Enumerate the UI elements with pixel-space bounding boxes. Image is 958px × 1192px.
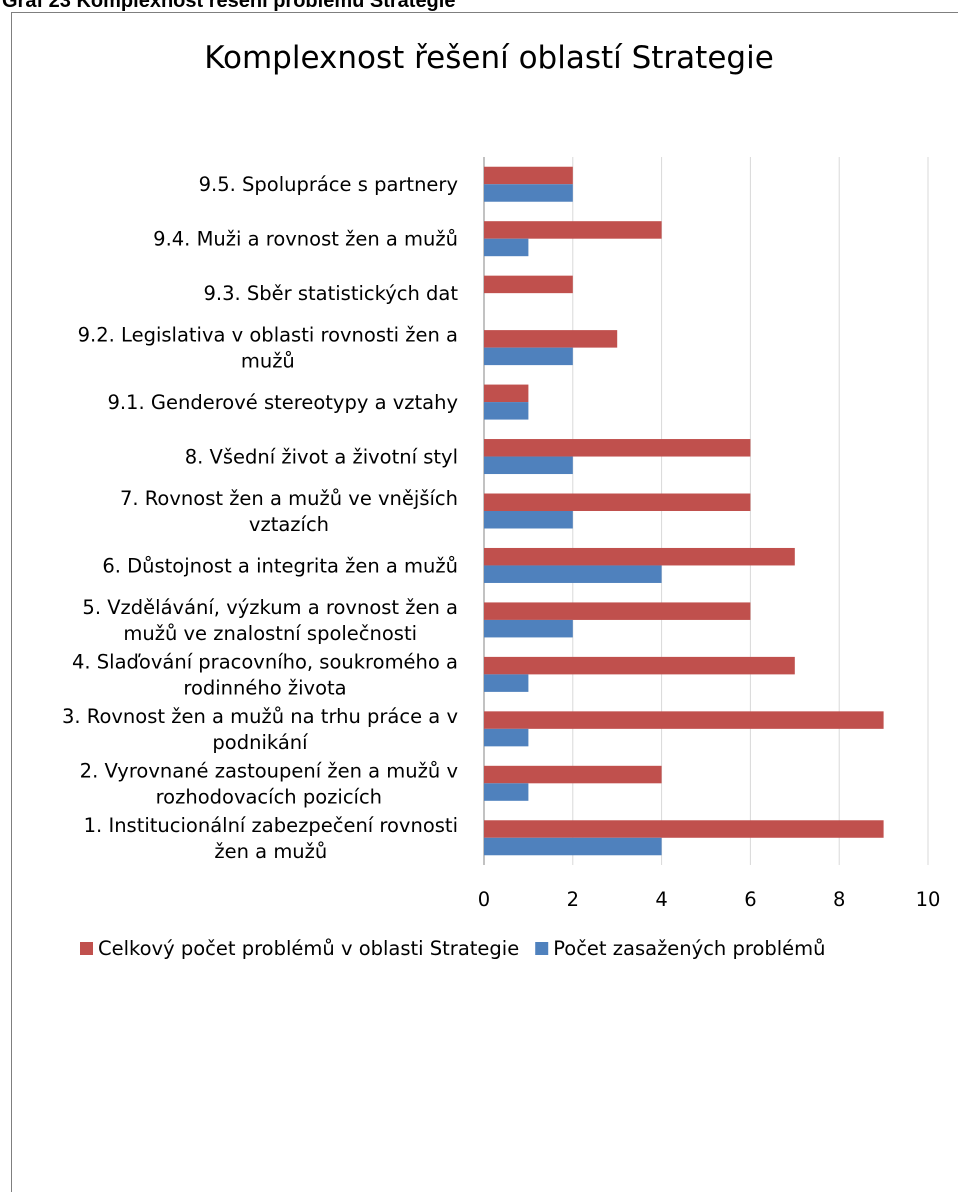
bar-total-problems [484,765,662,784]
category-label: 9.5. Spolupráce s partnery [199,173,458,196]
category-label: 1. Institucionální zabezpečení rovnosti [84,814,458,837]
bar-total-problems [484,330,618,348]
bar-affected-problems [484,783,529,801]
x-tick-label: 10 [916,888,941,911]
legend: Celkový počet problémů v oblasti Strateg… [80,937,826,960]
category-label: podnikání [212,731,308,754]
category-label: 9.2. Legislativa v oblasti rovnosti žen … [78,324,458,347]
bar-affected-problems [484,347,573,366]
bar-total-problems [484,221,662,239]
category-label: mužů ve znalostní společnosti [123,622,417,645]
category-label: 5. Vzdělávání, výzkum a rovnost žen a [82,596,458,619]
x-tick-label: 6 [744,888,756,911]
x-tick-label: 2 [567,888,579,911]
bar-affected-problems [484,456,573,475]
bar-total-problems [484,275,573,294]
legend-label-total: Celkový počet problémů v oblasti Strateg… [98,937,519,960]
category-label: mužů [241,350,295,373]
x-tick-label: 8 [833,888,845,911]
category-label: 9.3. Sběr statistických dat [203,282,458,305]
x-tick-label: 4 [655,888,667,911]
page-heading: Graf 23 Komplexnost řešení problémů Stra… [2,0,456,12]
bar-total-problems [484,656,795,675]
x-tick-label: 0 [478,888,490,911]
bars [484,166,884,856]
category-label: 9.4. Muži a rovnost žen a mužů [153,228,458,251]
bar-total-problems [484,711,884,729]
category-label: 4. Slaďování pracovního, soukromého a [72,650,458,673]
category-label: rodinného života [183,676,346,699]
chart-frame [11,12,958,1192]
bar-affected-problems [484,184,573,202]
bar-total-problems [484,384,529,403]
bar-total-problems [484,166,573,185]
legend-swatch-affected [535,942,549,955]
bar-total-problems [484,820,884,838]
category-label: žen a mužů [214,840,327,863]
category-label: rozhodovacích pozicích [156,785,382,808]
bar-affected-problems [484,728,529,747]
bar-affected-problems [484,837,662,856]
category-label: vztazích [249,513,329,536]
category-labels: 9.5. Spolupráce s partnery 9.4. Muži a ro… [62,173,458,863]
legend-swatch-total [80,942,93,955]
category-label: 2. Vyrovnané zastoupení žen a mužů v [80,759,458,782]
category-label: 9.1. Genderové stereotypy a vztahy [107,391,458,414]
legend-label-affected: Počet zasažených problémů [553,937,825,960]
bar-total-problems [484,547,795,566]
category-label: 3. Rovnost žen a mužů na trhu práce a v [62,705,458,728]
bar-affected-problems [484,619,573,638]
bar-affected-problems [484,238,529,257]
category-label: 7. Rovnost žen a mužů ve vnějších [120,487,458,510]
bar-affected-problems [484,511,573,529]
bar-total-problems [484,439,751,457]
bar-affected-problems [484,674,529,692]
category-label: 8. Všední život a životní styl [185,446,458,469]
bar-total-problems [484,602,751,620]
bar-affected-problems [484,565,662,583]
chart-title: Komplexnost řešení oblastí Strategie [204,40,774,76]
bar-total-problems [484,493,751,511]
bar-affected-problems [484,402,529,420]
x-axis-tick-labels: 0 2 4 6 8 10 [478,888,941,911]
category-label: 6. Důstojnost a integrita žen a mužů [102,554,458,577]
